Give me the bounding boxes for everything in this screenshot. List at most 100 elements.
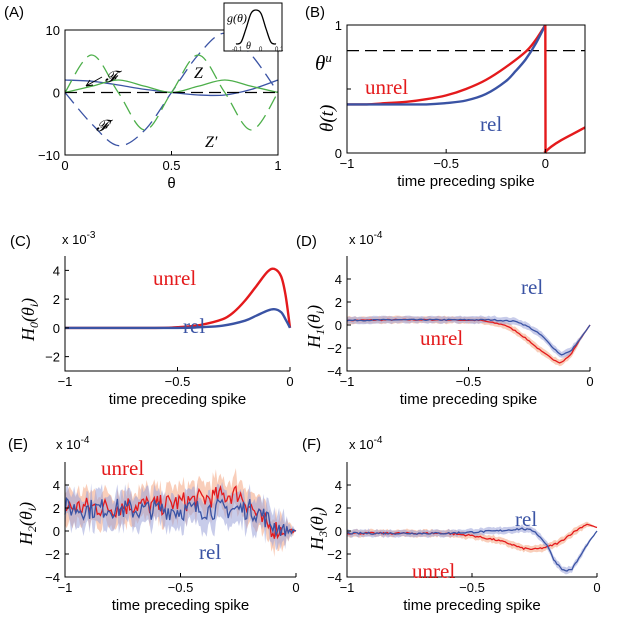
legend-unrel-c: unrel (153, 266, 196, 290)
line-a-Z (64, 79, 279, 94)
ytick-label-c: 4 (53, 263, 60, 278)
inset-xtick-zero: 0 (259, 47, 263, 53)
line-c-rel (64, 307, 292, 330)
band-f-unrel (347, 521, 597, 553)
ytick-label-d: −2 (327, 341, 342, 356)
ylabel-b: θ(t) (317, 105, 338, 132)
ytick-label-f: 2 (335, 501, 342, 516)
ytick-label-c: 2 (53, 292, 60, 307)
axis-lines-d (346, 256, 590, 372)
xtick-label-c: 0 (286, 374, 293, 389)
xlabel-a: θ (167, 175, 175, 192)
panel-label-a: (A) (4, 4, 24, 21)
legend-unrel-f: unrel (412, 559, 455, 583)
xtick-label-e: −1 (58, 580, 73, 595)
ylabel-d: H1(θi) (304, 305, 327, 349)
arrow-f-label (85, 76, 103, 87)
exponent-e: x 10-4 (56, 435, 90, 452)
xtick-label-c: −0.5 (165, 374, 191, 389)
ytick-label-b: 0 (335, 146, 342, 161)
xtick-label-f: 0 (593, 580, 600, 595)
ytick-label-f: 4 (335, 478, 342, 493)
line-d-rel (346, 318, 591, 356)
xtick-label-b: −0.5 (433, 156, 459, 171)
legend-rel-b: rel (480, 112, 502, 136)
inset-xtick-pos: 0.1 (275, 47, 284, 53)
ytick-label-e: 2 (53, 501, 60, 516)
inset-label: g(θ) (227, 11, 247, 25)
ytick-label-f: −2 (327, 547, 342, 562)
exponent-f: x 10-4 (349, 435, 383, 452)
series-label-fprime: 𝓕′ (96, 118, 114, 135)
panel-label-b: (B) (305, 4, 325, 21)
xtick-label-d: −0.5 (456, 374, 482, 389)
ytick-label-f: −4 (327, 570, 342, 585)
line-f-rel (346, 527, 598, 572)
xtick-label-b: −1 (340, 156, 355, 171)
ytick-label-e: −2 (45, 547, 60, 562)
legend-rel-f: rel (515, 507, 537, 531)
panel-label-e: (E) (8, 436, 28, 453)
band-d-unrel (347, 315, 590, 367)
ytick-label-b: 1 (335, 18, 342, 33)
xtick-label-b: 0 (542, 156, 549, 171)
xtick-label-c: −1 (58, 374, 73, 389)
xtick-label-f: −1 (340, 580, 355, 595)
xtick-label-a: 1 (274, 158, 281, 173)
ylabel-f: H3(θi) (307, 507, 330, 551)
ytick-label-e: −4 (45, 570, 60, 585)
legend-unrel-b: unrel (365, 75, 408, 99)
ytick-label-d: −4 (327, 364, 342, 379)
band-d-rel (347, 315, 590, 358)
exponent-d: x 10-4 (349, 230, 383, 247)
xtick-label-a: 0 (61, 158, 68, 173)
legend-unrel-e: unrel (101, 456, 144, 480)
panel-label-c: (C) (10, 233, 31, 250)
xtick-label-d: −1 (340, 374, 355, 389)
ytick-label-e: 0 (53, 524, 60, 539)
line-b-reference (543, 24, 586, 154)
band-f-rel (347, 524, 597, 575)
panel-label-f: (F) (302, 436, 321, 453)
series-label-z: Z (194, 65, 204, 82)
series-label-f: 𝓕 (105, 69, 123, 86)
threshold-label: θu (315, 50, 332, 75)
xtick-label-d: 0 (586, 374, 593, 389)
xlabel-f: time preceding spike (403, 597, 541, 614)
axis-lines-f (346, 462, 597, 578)
legend-rel-e: rel (199, 540, 221, 564)
line-b-rel (347, 24, 547, 106)
line-e-rel (64, 496, 297, 538)
ytick-label-f: 0 (335, 524, 342, 539)
ylabel-e: H2(θi) (16, 502, 39, 546)
series-label-zprime: Z′ (205, 134, 218, 151)
inset-xtick-neg: -0.1 (232, 47, 243, 53)
ytick-label-a: 10 (46, 23, 60, 38)
inset-xlabel: θ (246, 41, 251, 52)
panel-label-d: (D) (296, 233, 317, 250)
ytick-label-d: 4 (335, 272, 342, 287)
xtick-label-e: −0.5 (168, 580, 194, 595)
xlabel-e: time preceding spike (112, 597, 250, 614)
xlabel-c: time preceding spike (109, 391, 247, 408)
ytick-label-c: 0 (53, 321, 60, 336)
xtick-label-a: 0.5 (162, 158, 180, 173)
ytick-label-a: −10 (38, 148, 60, 163)
inset-curve (235, 9, 277, 45)
ytick-label-d: 2 (335, 295, 342, 310)
ytick-label-c: −2 (45, 350, 60, 365)
ytick-label-d: 0 (335, 318, 342, 333)
exponent-c: x 10-3 (62, 230, 96, 247)
ytick-label-e: 4 (53, 478, 60, 493)
ytick-label-a: 0 (53, 86, 60, 101)
xtick-label-e: 0 (292, 580, 299, 595)
line-a-Z′ (64, 54, 279, 131)
xtick-label-f: −0.5 (459, 580, 485, 595)
legend-rel-c: rel (183, 314, 205, 338)
xlabel-d: time preceding spike (400, 391, 538, 408)
xlabel-b: time preceding spike (397, 173, 535, 190)
legend-unrel-d: unrel (420, 326, 463, 350)
legend-rel-d: rel (521, 275, 543, 299)
